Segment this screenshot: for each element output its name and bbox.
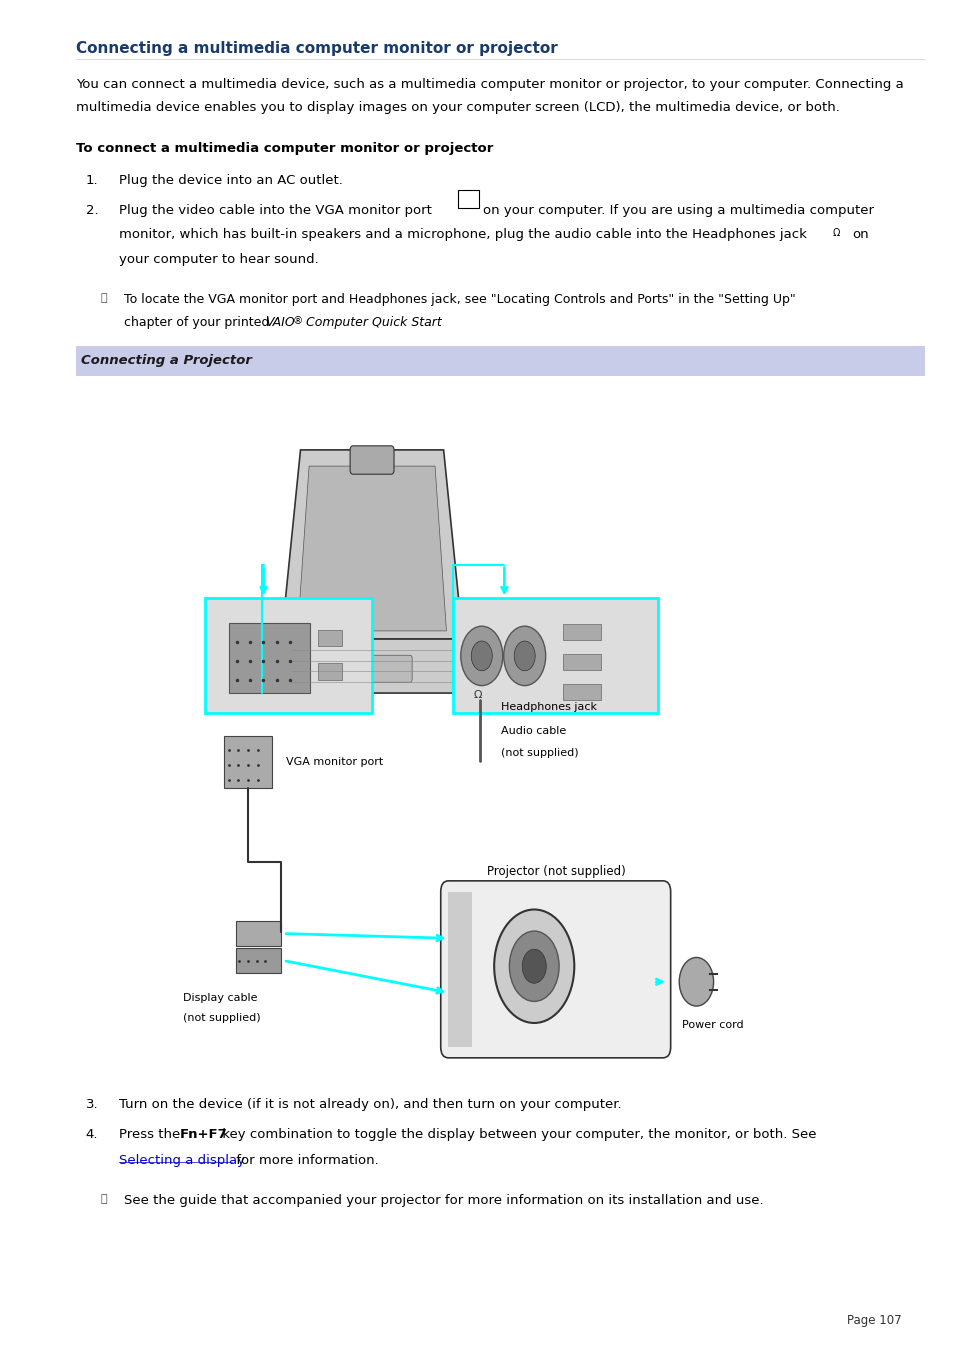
FancyBboxPatch shape: [453, 598, 658, 713]
Text: for more information.: for more information.: [232, 1154, 378, 1167]
Polygon shape: [297, 466, 446, 631]
Text: 📐: 📐: [100, 1194, 107, 1204]
Text: Projector (not supplied): Projector (not supplied): [486, 865, 625, 878]
Circle shape: [679, 958, 713, 1006]
Text: Fn+F7: Fn+F7: [179, 1128, 227, 1142]
Text: Ω: Ω: [473, 690, 481, 700]
Text: 1.: 1.: [86, 174, 98, 188]
Text: ®: ®: [293, 316, 303, 326]
Text: key combination to toggle the display between your computer, the monitor, or bot: key combination to toggle the display be…: [217, 1128, 815, 1142]
Text: To locate the VGA monitor port and Headphones jack, see "Locating Controls and P: To locate the VGA monitor port and Headp…: [124, 293, 795, 307]
Text: Page 107: Page 107: [846, 1313, 901, 1327]
Circle shape: [460, 627, 502, 686]
FancyBboxPatch shape: [562, 624, 600, 640]
Polygon shape: [281, 450, 462, 639]
Text: Display cable: Display cable: [183, 993, 257, 1002]
Circle shape: [514, 642, 535, 671]
FancyBboxPatch shape: [360, 655, 412, 682]
Text: 3.: 3.: [86, 1098, 98, 1112]
Text: monitor, which has built-in speakers and a microphone, plug the audio cable into: monitor, which has built-in speakers and…: [119, 228, 806, 242]
FancyBboxPatch shape: [76, 346, 924, 376]
Circle shape: [503, 627, 545, 686]
Text: Ω: Ω: [832, 228, 840, 238]
FancyBboxPatch shape: [224, 736, 272, 788]
Text: 2.: 2.: [86, 204, 98, 218]
Text: VGA monitor port: VGA monitor port: [286, 757, 383, 767]
Text: Selecting a display: Selecting a display: [119, 1154, 245, 1167]
Text: on: on: [851, 228, 867, 242]
Text: Computer Quick Start: Computer Quick Start: [302, 316, 441, 330]
Polygon shape: [253, 639, 491, 693]
FancyBboxPatch shape: [317, 630, 341, 646]
Text: Audio cable: Audio cable: [500, 725, 565, 736]
Text: To connect a multimedia computer monitor or projector: To connect a multimedia computer monitor…: [76, 142, 494, 155]
Text: multimedia device enables you to display images on your computer screen (LCD), t: multimedia device enables you to display…: [76, 101, 840, 115]
Text: 4.: 4.: [86, 1128, 98, 1142]
Text: Plug the video cable into the VGA monitor port: Plug the video cable into the VGA monito…: [119, 204, 432, 218]
FancyBboxPatch shape: [457, 190, 478, 208]
Text: (not supplied): (not supplied): [500, 747, 578, 758]
FancyBboxPatch shape: [235, 948, 281, 973]
Text: Press the: Press the: [119, 1128, 185, 1142]
Text: chapter of your printed: chapter of your printed: [124, 316, 274, 330]
Text: Headphones jack: Headphones jack: [500, 701, 597, 712]
Text: See the guide that accompanied your projector for more information on its instal: See the guide that accompanied your proj…: [124, 1194, 762, 1208]
FancyBboxPatch shape: [229, 623, 310, 693]
Text: .: .: [427, 316, 431, 330]
FancyBboxPatch shape: [448, 892, 472, 1047]
Circle shape: [471, 642, 492, 671]
Text: Turn on the device (if it is not already on), and then turn on your computer.: Turn on the device (if it is not already…: [119, 1098, 621, 1112]
Text: on your computer. If you are using a multimedia computer: on your computer. If you are using a mul…: [482, 204, 873, 218]
Text: (not supplied): (not supplied): [183, 1013, 260, 1023]
FancyBboxPatch shape: [235, 921, 281, 946]
Text: Connecting a Projector: Connecting a Projector: [81, 354, 252, 367]
FancyBboxPatch shape: [440, 881, 670, 1058]
Text: 📐: 📐: [100, 293, 107, 303]
Circle shape: [521, 950, 546, 984]
Text: Power cord: Power cord: [681, 1020, 743, 1029]
Text: your computer to hear sound.: your computer to hear sound.: [119, 253, 318, 266]
Circle shape: [509, 931, 558, 1001]
FancyBboxPatch shape: [562, 684, 600, 700]
FancyBboxPatch shape: [205, 598, 372, 713]
Text: Plug the device into an AC outlet.: Plug the device into an AC outlet.: [119, 174, 343, 188]
FancyBboxPatch shape: [350, 446, 394, 474]
Text: Connecting a multimedia computer monitor or projector: Connecting a multimedia computer monitor…: [76, 41, 558, 55]
Text: VAIO: VAIO: [265, 316, 294, 330]
Circle shape: [494, 909, 574, 1023]
Text: You can connect a multimedia device, such as a multimedia computer monitor or pr: You can connect a multimedia device, suc…: [76, 78, 903, 92]
FancyBboxPatch shape: [317, 663, 341, 680]
FancyBboxPatch shape: [562, 654, 600, 670]
